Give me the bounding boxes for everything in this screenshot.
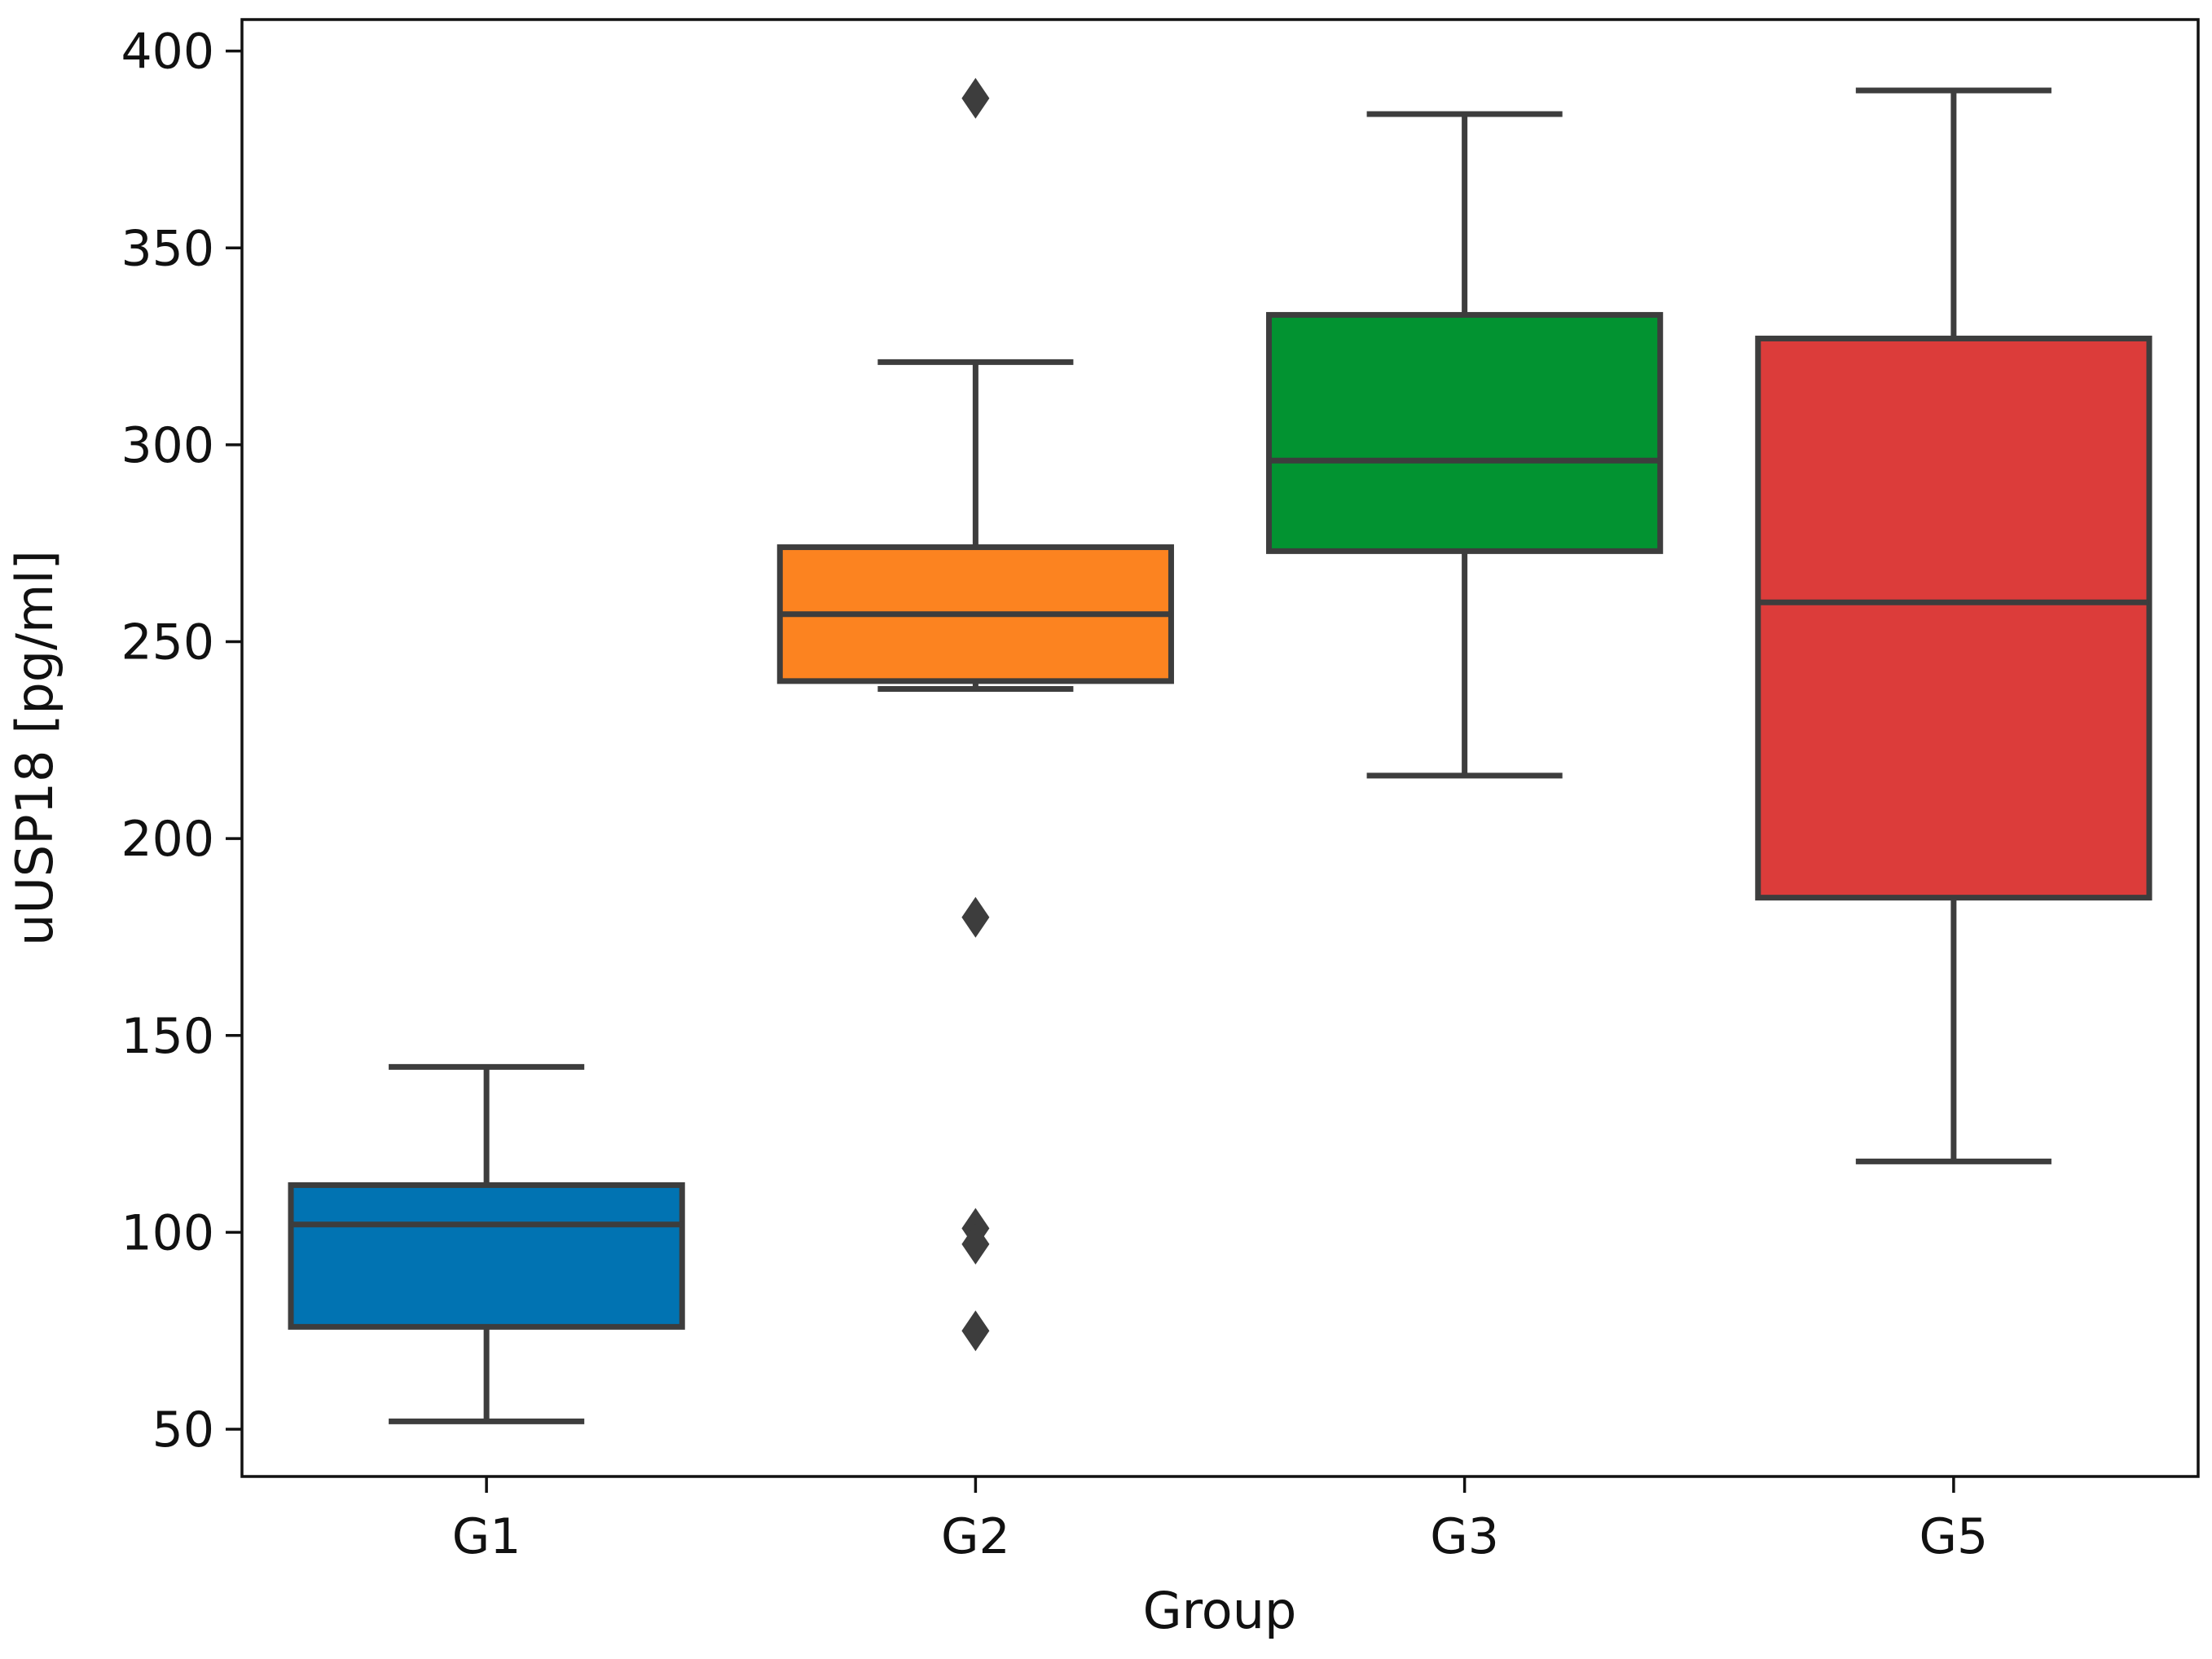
boxes-layer — [288, 77, 2153, 1424]
y-tick-label: 350 — [121, 220, 214, 277]
box-iqr — [288, 1182, 685, 1330]
box-group-g5 — [1755, 87, 2153, 1164]
x-axis: G1 G2 G3 G5 — [452, 1476, 1988, 1565]
box-group-g3 — [1266, 111, 1664, 779]
y-axis-title: uUSP18 [pg/ml] — [5, 550, 64, 946]
outlier-point — [961, 896, 990, 938]
x-tick-label-g5: G5 — [1920, 1508, 1989, 1565]
y-tick-label: 150 — [121, 1008, 214, 1065]
y-axis: 50 100 150 200 250 300 350 400 — [121, 24, 242, 1459]
y-tick-label: 100 — [121, 1204, 214, 1261]
y-tick-label: 250 — [121, 614, 214, 671]
y-tick-label: 300 — [121, 417, 214, 474]
plot-area-frame — [240, 18, 2200, 1478]
box-iqr — [1266, 311, 1664, 554]
x-tick-label-g1: G1 — [452, 1508, 521, 1565]
outlier-point — [961, 1223, 990, 1265]
box-group-g2 — [776, 77, 1174, 1352]
x-tick-label-g2: G2 — [941, 1508, 1010, 1565]
box-group-g1 — [288, 1063, 685, 1424]
outlier-point — [961, 1310, 990, 1352]
outlier-point — [961, 77, 990, 119]
x-axis-title: Group — [1143, 1581, 1297, 1640]
y-tick-label: 200 — [121, 811, 214, 868]
x-tick-label-g3: G3 — [1430, 1508, 1499, 1565]
box-iqr — [1755, 335, 2153, 901]
y-tick-label: 400 — [121, 24, 214, 81]
y-tick-label: 50 — [152, 1402, 214, 1459]
